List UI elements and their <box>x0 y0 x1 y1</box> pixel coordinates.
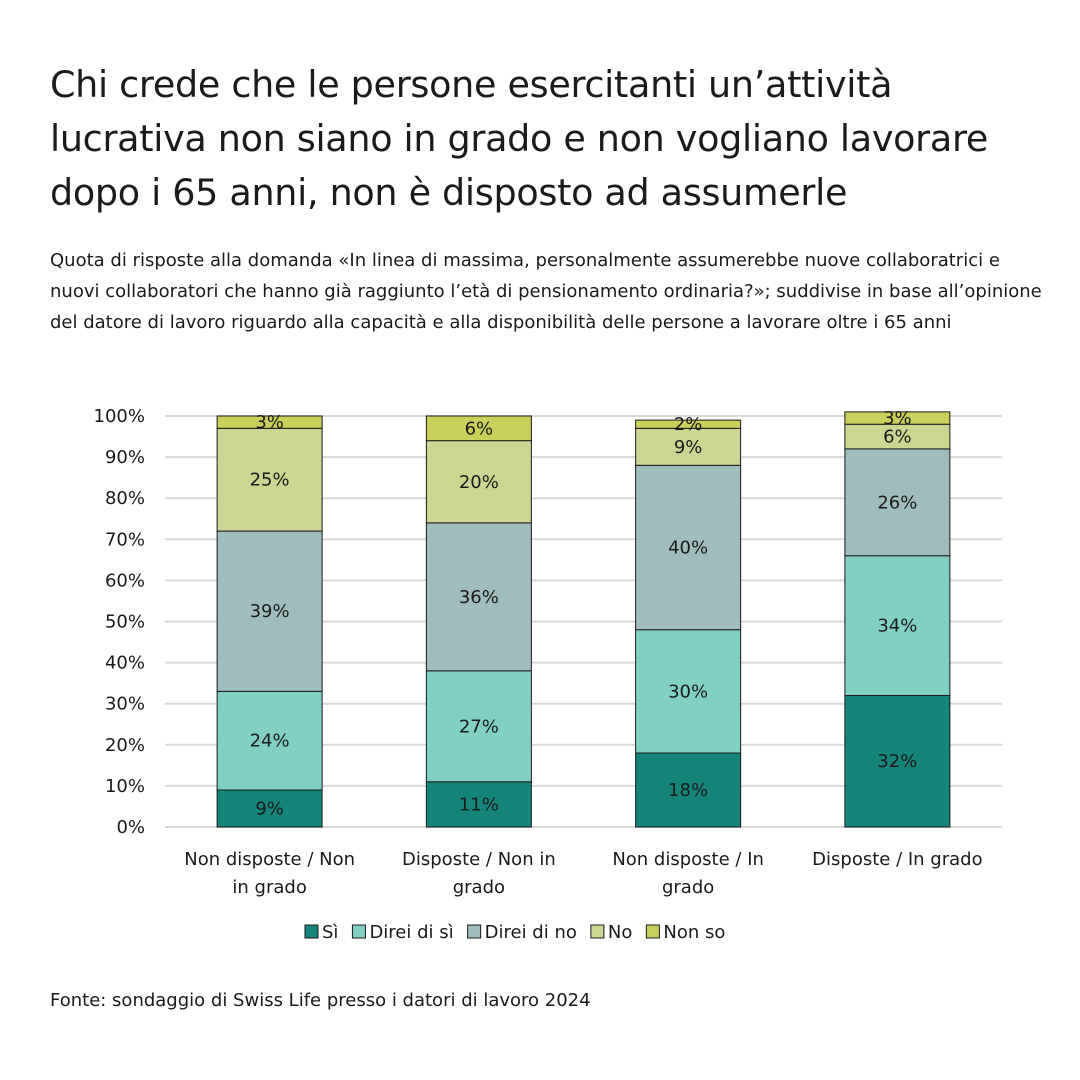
data-label: 27% <box>459 716 499 737</box>
bar-segment <box>635 427 742 466</box>
legend-swatch <box>304 924 319 939</box>
data-label: 25% <box>250 470 290 491</box>
bar-segment <box>844 694 951 828</box>
bar-segment <box>425 781 532 828</box>
y-tick-label: 90% <box>105 447 145 468</box>
data-label: 2% <box>674 414 703 435</box>
x-category-label: Non disposte / Non <box>184 849 355 870</box>
legend-swatch <box>467 924 482 939</box>
data-label: 39% <box>250 601 290 622</box>
bar-segment <box>216 415 323 429</box>
data-label: 11% <box>459 794 499 815</box>
bar-segment <box>216 690 323 791</box>
y-tick-label: 60% <box>105 570 145 591</box>
y-tick-label: 80% <box>105 488 145 509</box>
y-tick-label: 0% <box>116 817 145 838</box>
y-tick-label: 20% <box>105 735 145 756</box>
bar-segment <box>425 670 532 783</box>
bar-segment <box>844 555 951 696</box>
legend-swatch <box>590 924 605 939</box>
data-label: 9% <box>674 437 703 458</box>
chart-subtitle: Quota di risposte alla domanda «In linea… <box>50 250 1042 333</box>
bar-segment <box>425 440 532 524</box>
y-tick-label: 10% <box>105 776 145 797</box>
bar-segment <box>425 415 532 442</box>
x-category-label: grado <box>662 877 714 898</box>
data-label: 6% <box>883 427 912 448</box>
y-tick-label: 50% <box>105 612 145 633</box>
bar-segment <box>216 530 323 692</box>
source-note: Fonte: sondaggio di Swiss Life presso i … <box>50 990 591 1011</box>
x-category-label: Disposte / In grado <box>812 849 982 870</box>
x-category-label: Non disposte / In <box>612 849 764 870</box>
x-category-label: Disposte / Non in <box>402 849 556 870</box>
legend-label: Direi di sì <box>369 922 453 943</box>
data-label: 3% <box>883 408 912 429</box>
bar-segment <box>844 411 951 425</box>
legend-swatch <box>645 924 660 939</box>
x-category-label: in grado <box>232 877 306 898</box>
data-label: 40% <box>668 538 708 559</box>
data-label: 24% <box>250 731 290 752</box>
data-label: 36% <box>459 587 499 608</box>
x-category-label: grado <box>453 877 505 898</box>
legend-label: Sì <box>322 922 338 943</box>
legend-label: Direi di no <box>485 922 577 943</box>
legend-swatch <box>351 924 366 939</box>
data-label: 26% <box>877 492 917 513</box>
data-label: 30% <box>668 681 708 702</box>
data-label: 18% <box>668 780 708 801</box>
bar-segment <box>635 629 742 754</box>
bar-segment <box>216 789 323 828</box>
data-label: 20% <box>459 472 499 493</box>
y-tick-label: 70% <box>105 529 145 550</box>
y-tick-label: 30% <box>105 694 145 715</box>
y-tick-label: 40% <box>105 653 145 674</box>
bar-segment <box>635 464 742 631</box>
data-label: 6% <box>465 418 494 439</box>
bar-segment <box>635 752 742 828</box>
bar-segment <box>425 522 532 672</box>
data-label: 3% <box>255 412 284 433</box>
bar-segment <box>844 448 951 557</box>
y-tick-label: 100% <box>94 406 145 427</box>
data-label: 9% <box>255 799 284 820</box>
bar-segment <box>635 419 742 429</box>
data-label: 34% <box>877 616 917 637</box>
legend-label: No <box>608 922 632 943</box>
bar-segment <box>216 427 323 532</box>
data-label: 32% <box>877 751 917 772</box>
chart-title: Chi crede che le persone esercitanti un’… <box>50 63 988 214</box>
legend-label: Non so <box>663 922 725 943</box>
stacked-bar-chart: 0% 10% 20% 30% 40% 50% 60% 70% 80% 90% 100% 9% 24% 39… <box>94 406 1002 943</box>
